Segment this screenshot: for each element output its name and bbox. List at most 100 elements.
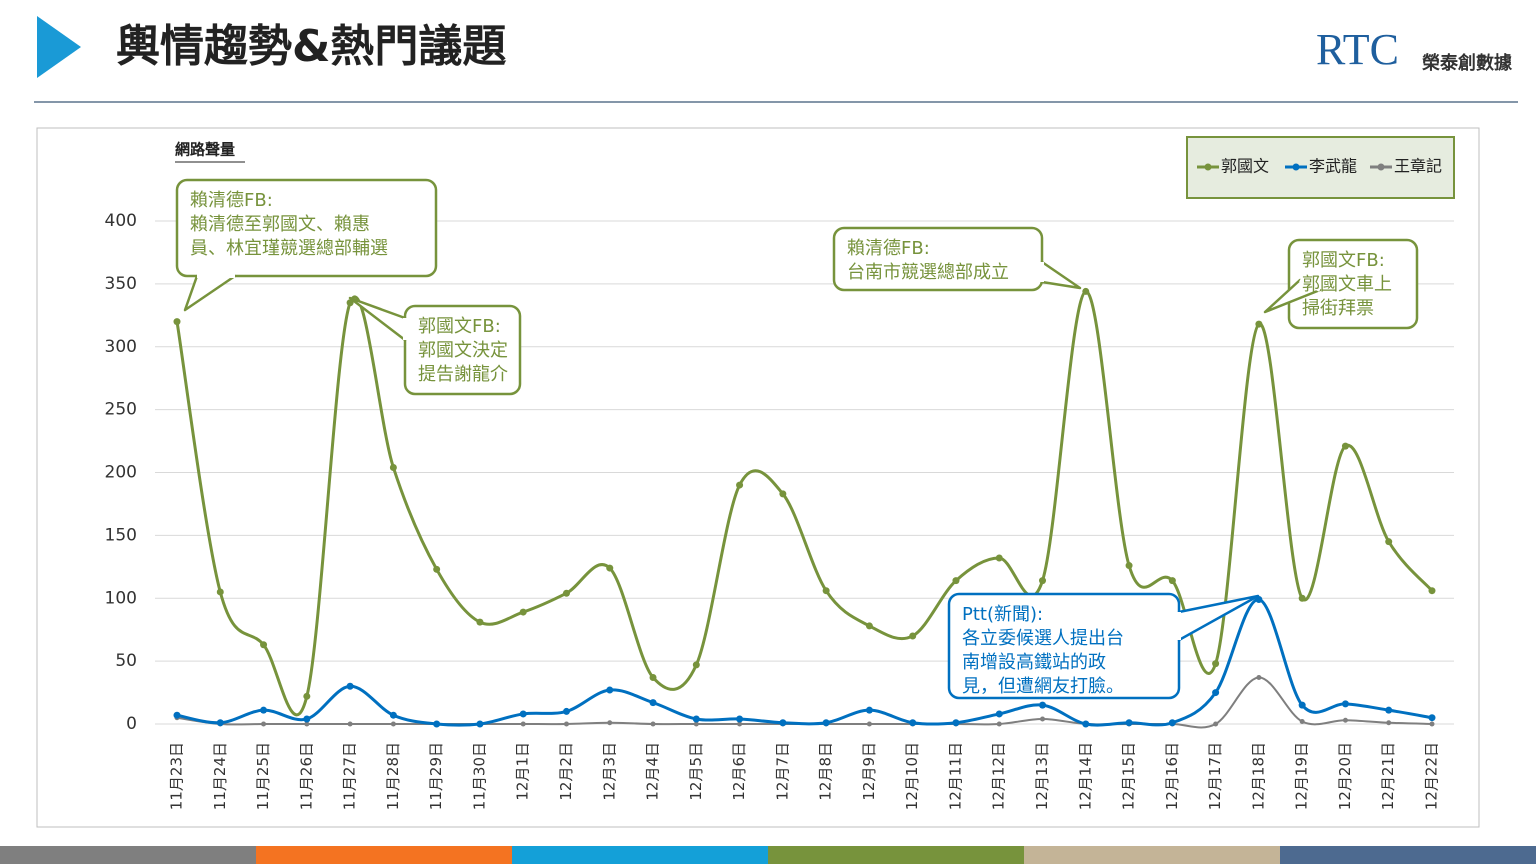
y-tick-label: 0: [126, 714, 137, 734]
x-tick-label: 12月20日: [1336, 742, 1354, 810]
callout-box: [947, 592, 1181, 700]
data-point: [649, 673, 657, 681]
data-point: [1168, 577, 1176, 585]
data-point: [866, 721, 872, 727]
callout-text: 各立委候選人提出台: [962, 628, 1124, 649]
data-point: [476, 720, 484, 728]
data-point: [519, 608, 527, 616]
data-point: [650, 721, 656, 727]
data-point: [303, 692, 311, 700]
data-point: [693, 721, 699, 727]
legend-label: 李武龍: [1309, 157, 1357, 176]
data-point: [1341, 700, 1349, 708]
legend-label: 王章記: [1394, 157, 1442, 176]
y-tick-label: 350: [105, 274, 137, 294]
x-tick-label: 11月28日: [384, 742, 402, 810]
x-tick-label: 12月4日: [644, 742, 662, 801]
data-point: [952, 719, 960, 727]
callout-text: 賴清德至郭國文、賴惠: [190, 214, 370, 235]
x-tick-label: 12月6日: [730, 742, 748, 801]
data-point: [822, 719, 830, 727]
x-tick-label: 11月26日: [297, 742, 315, 810]
logo-mark: RTC: [1316, 25, 1399, 74]
data-point: [173, 711, 181, 719]
x-tick-label: 12月10日: [903, 742, 921, 810]
data-point: [520, 721, 526, 727]
legend-swatch-dot: [1292, 163, 1300, 171]
footer-bar: [768, 846, 1024, 864]
x-tick-label: 12月18日: [1249, 742, 1267, 810]
data-point: [1298, 594, 1306, 602]
callout-text: 員、林宜瑾競選總部輔選: [190, 238, 388, 259]
data-point: [779, 490, 787, 498]
y-axis-label: 網路聲量: [175, 141, 235, 159]
x-tick-label: 12月16日: [1163, 742, 1181, 810]
callout-text: 賴清德FB:: [190, 190, 273, 211]
callout-text: 郭國文車上: [1302, 274, 1392, 295]
y-tick-label: 250: [105, 400, 137, 420]
y-tick-label: 50: [115, 651, 137, 671]
x-tick-label: 12月1日: [514, 742, 532, 801]
data-point: [1341, 442, 1349, 450]
x-tick-label: 12月8日: [817, 742, 835, 801]
data-point: [692, 715, 700, 723]
legend-label: 郭國文: [1221, 157, 1269, 176]
legend-swatch-dot: [1204, 163, 1212, 171]
x-tick-label: 11月29日: [427, 742, 445, 810]
footer-bar: [1024, 846, 1280, 864]
data-point: [1429, 721, 1435, 727]
x-tick-label: 12月15日: [1120, 742, 1138, 810]
callout-text: 賴清德FB:: [847, 238, 930, 259]
x-tick-label: 11月25日: [254, 742, 272, 810]
data-point: [216, 719, 224, 727]
data-point: [995, 554, 1003, 562]
callout-text: 郭國文決定: [418, 340, 508, 361]
data-point: [779, 719, 787, 727]
data-point: [562, 707, 570, 715]
data-point: [261, 721, 267, 727]
callout-text: 南增設高鐵站的政: [962, 652, 1106, 673]
y-tick-label: 300: [105, 337, 137, 357]
logo-text: 榮泰創數據: [1422, 52, 1513, 74]
data-point: [347, 721, 353, 727]
callout-text: 郭國文FB:: [1302, 250, 1385, 271]
slide-title: 輿情趨勢&熱門議題: [116, 21, 506, 72]
data-point: [1428, 587, 1436, 595]
data-point: [822, 587, 830, 595]
data-point: [865, 706, 873, 714]
x-tick-label: 12月7日: [773, 742, 791, 801]
callout-text: 提告謝龍介: [418, 364, 508, 385]
callout-text: 郭國文FB:: [418, 316, 501, 337]
data-point: [1168, 719, 1176, 727]
data-point: [1213, 721, 1219, 727]
data-point: [389, 711, 397, 719]
data-point: [995, 710, 1003, 718]
data-point: [1386, 720, 1392, 726]
callout-box: [1287, 238, 1419, 330]
callout-text: 見，但遭網友打臉。: [962, 676, 1124, 697]
footer-bar: [256, 846, 512, 864]
data-point: [1125, 562, 1133, 570]
data-point: [1255, 320, 1263, 328]
x-tick-label: 12月13日: [1033, 742, 1051, 810]
data-point: [607, 720, 613, 726]
data-point: [909, 719, 917, 727]
x-tick-label: 11月30日: [470, 742, 488, 810]
data-point: [519, 710, 527, 718]
data-point: [1082, 720, 1090, 728]
y-tick-label: 100: [105, 588, 137, 608]
x-tick-label: 12月12日: [990, 742, 1008, 810]
data-point: [606, 686, 614, 694]
x-tick-label: 11月23日: [168, 742, 186, 810]
legend-swatch-dot: [1377, 163, 1385, 171]
data-point: [390, 721, 396, 727]
callout-tail-cover: [1299, 278, 1321, 292]
data-point: [1385, 706, 1393, 714]
data-point: [389, 463, 397, 471]
legend: 郭國文 李武龍 王章記: [1197, 157, 1442, 176]
plot: [173, 287, 1436, 729]
data-point: [649, 699, 657, 707]
